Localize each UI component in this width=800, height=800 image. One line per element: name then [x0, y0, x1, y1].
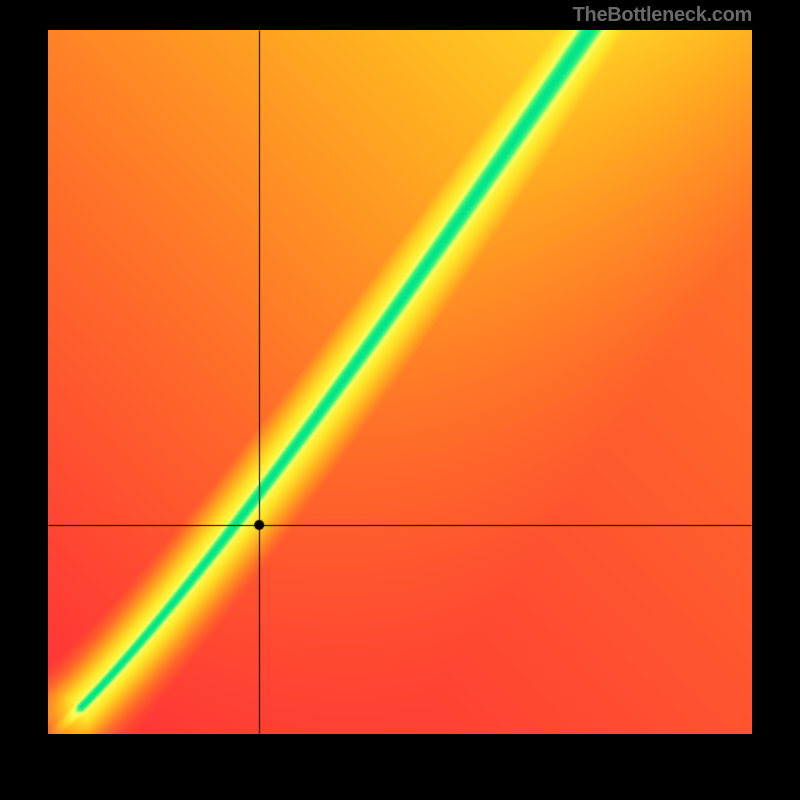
watermark-text: TheBottleneck.com	[573, 4, 752, 27]
heatmap-canvas	[48, 30, 752, 734]
heatmap-plot	[48, 30, 752, 734]
chart-container: TheBottleneck.com	[0, 0, 800, 800]
